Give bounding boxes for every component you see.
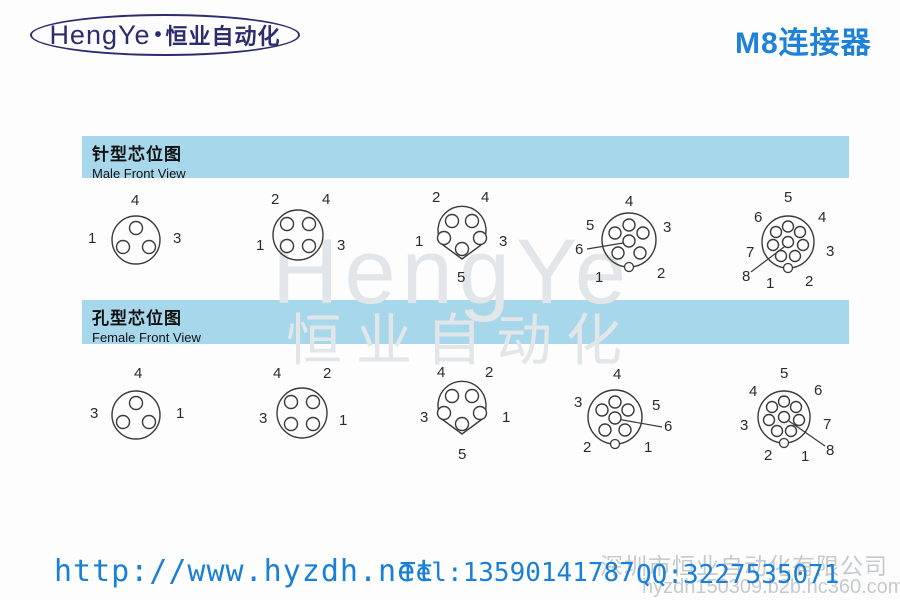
male-3pin-diagram xyxy=(111,215,161,265)
pin-label: 5 xyxy=(586,217,595,234)
pin-label: 1 xyxy=(595,269,604,286)
pin-label: 5 xyxy=(458,446,467,463)
pin-label: 2 xyxy=(583,439,592,456)
male-connector-4pin: 2 4 1 3 xyxy=(250,190,365,290)
telephone-number: Tel:13590141787 xyxy=(400,558,635,588)
pin-label: 2 xyxy=(805,273,814,290)
pin-label: 6 xyxy=(664,418,673,435)
pin-label: 8 xyxy=(826,442,835,459)
male-8pin-diagram xyxy=(750,215,815,274)
pin-label: 4 xyxy=(437,364,446,381)
logo-cn-text: 恒业自动化 xyxy=(165,24,281,49)
pin-label: 3 xyxy=(420,409,429,426)
male-section-title-cn: 针型芯位图 xyxy=(92,145,182,164)
pin-label: 4 xyxy=(273,365,282,382)
pin-label: 5 xyxy=(780,365,789,382)
pin-label: 4 xyxy=(134,365,143,382)
pin-label: 1 xyxy=(502,409,511,426)
female-3pin-diagram xyxy=(111,390,161,440)
pin-label: 2 xyxy=(764,447,773,464)
pin-label: 1 xyxy=(415,233,424,250)
pin-label: 3 xyxy=(259,410,268,427)
pin-label: 4 xyxy=(131,192,140,209)
pin-label: 3 xyxy=(574,394,583,411)
female-connector-3pin: 4 3 1 xyxy=(80,365,195,465)
pin-label: 1 xyxy=(176,405,185,422)
female-6pin-diagram xyxy=(587,389,663,450)
female-connector-6pin: 4 3 5 6 2 1 xyxy=(558,365,688,470)
pin-label: 2 xyxy=(271,191,280,208)
male-5pin-diagram xyxy=(436,205,488,260)
pin-label: 1 xyxy=(766,275,775,292)
male-section-title-en: Male Front View xyxy=(92,166,186,181)
pin-label: 5 xyxy=(784,189,793,206)
pin-label: 1 xyxy=(339,412,348,429)
pin-label: 2 xyxy=(485,364,494,381)
female-section-banner: 孔型芯位图 Female Front View xyxy=(82,300,849,345)
pin-label: 3 xyxy=(663,219,672,236)
pin-label: 4 xyxy=(818,209,827,226)
pin-label: 3 xyxy=(337,237,346,254)
pin-label: 2 xyxy=(323,365,332,382)
male-connector-3pin: 4 1 3 xyxy=(80,190,195,290)
female-section-title-en: Female Front View xyxy=(92,330,201,345)
male-connector-8pin: 5 6 4 7 3 8 1 2 xyxy=(733,185,858,295)
pin-label: 5 xyxy=(457,269,466,286)
pin-label: 2 xyxy=(657,265,666,282)
pin-label: 1 xyxy=(644,439,653,456)
male-6pin-diagram xyxy=(586,212,657,273)
pin-label: 4 xyxy=(322,191,331,208)
female-connector-4pin: 4 2 3 1 xyxy=(250,365,365,465)
pin-label: 1 xyxy=(88,230,97,247)
pin-label: 4 xyxy=(613,366,622,383)
website-link[interactable]: http://www.hyzdh.net xyxy=(54,554,436,589)
pin-label: 3 xyxy=(499,233,508,250)
pin-label: 1 xyxy=(801,448,810,465)
qq-number: QQ:3227535071 xyxy=(636,560,840,590)
male-section-banner: 针型芯位图 Male Front View xyxy=(82,136,849,181)
pin-label: 4 xyxy=(481,189,490,206)
pin-label: 3 xyxy=(826,243,835,260)
male-connector-6pin: 4 5 3 6 1 2 xyxy=(572,190,697,295)
female-8pin-diagram xyxy=(757,390,826,449)
male-4pin-diagram xyxy=(272,209,324,261)
female-connector-5pin: 4 2 3 1 5 xyxy=(415,365,530,470)
pin-label: 4 xyxy=(749,383,758,400)
female-section-title-cn: 孔型芯位图 xyxy=(92,309,182,328)
pin-label: 1 xyxy=(256,237,265,254)
pin-label: 7 xyxy=(823,416,832,433)
pin-label: 3 xyxy=(740,417,749,434)
female-connector-8pin: 5 4 6 3 7 2 1 8 xyxy=(730,362,860,472)
pin-label: 7 xyxy=(746,244,755,261)
pin-label: 6 xyxy=(814,382,823,399)
pin-label: 6 xyxy=(754,209,763,226)
pin-label: 3 xyxy=(90,405,99,422)
logo-latin-text: HengYe xyxy=(49,19,151,50)
pin-label: 6 xyxy=(575,241,584,258)
pin-label: 4 xyxy=(625,193,634,210)
pin-label: 5 xyxy=(652,397,661,414)
logo-dot: • xyxy=(154,23,162,46)
company-logo: HengYe • 恒业自动化 xyxy=(30,14,300,56)
pin-label: 2 xyxy=(432,189,441,206)
male-connector-5pin: 2 4 1 3 5 xyxy=(415,190,530,295)
female-4pin-diagram xyxy=(276,387,328,439)
female-5pin-diagram xyxy=(436,380,488,435)
page-title: M8连接器 xyxy=(735,27,872,60)
pin-label: 3 xyxy=(173,230,182,247)
pin-label: 8 xyxy=(742,268,751,285)
